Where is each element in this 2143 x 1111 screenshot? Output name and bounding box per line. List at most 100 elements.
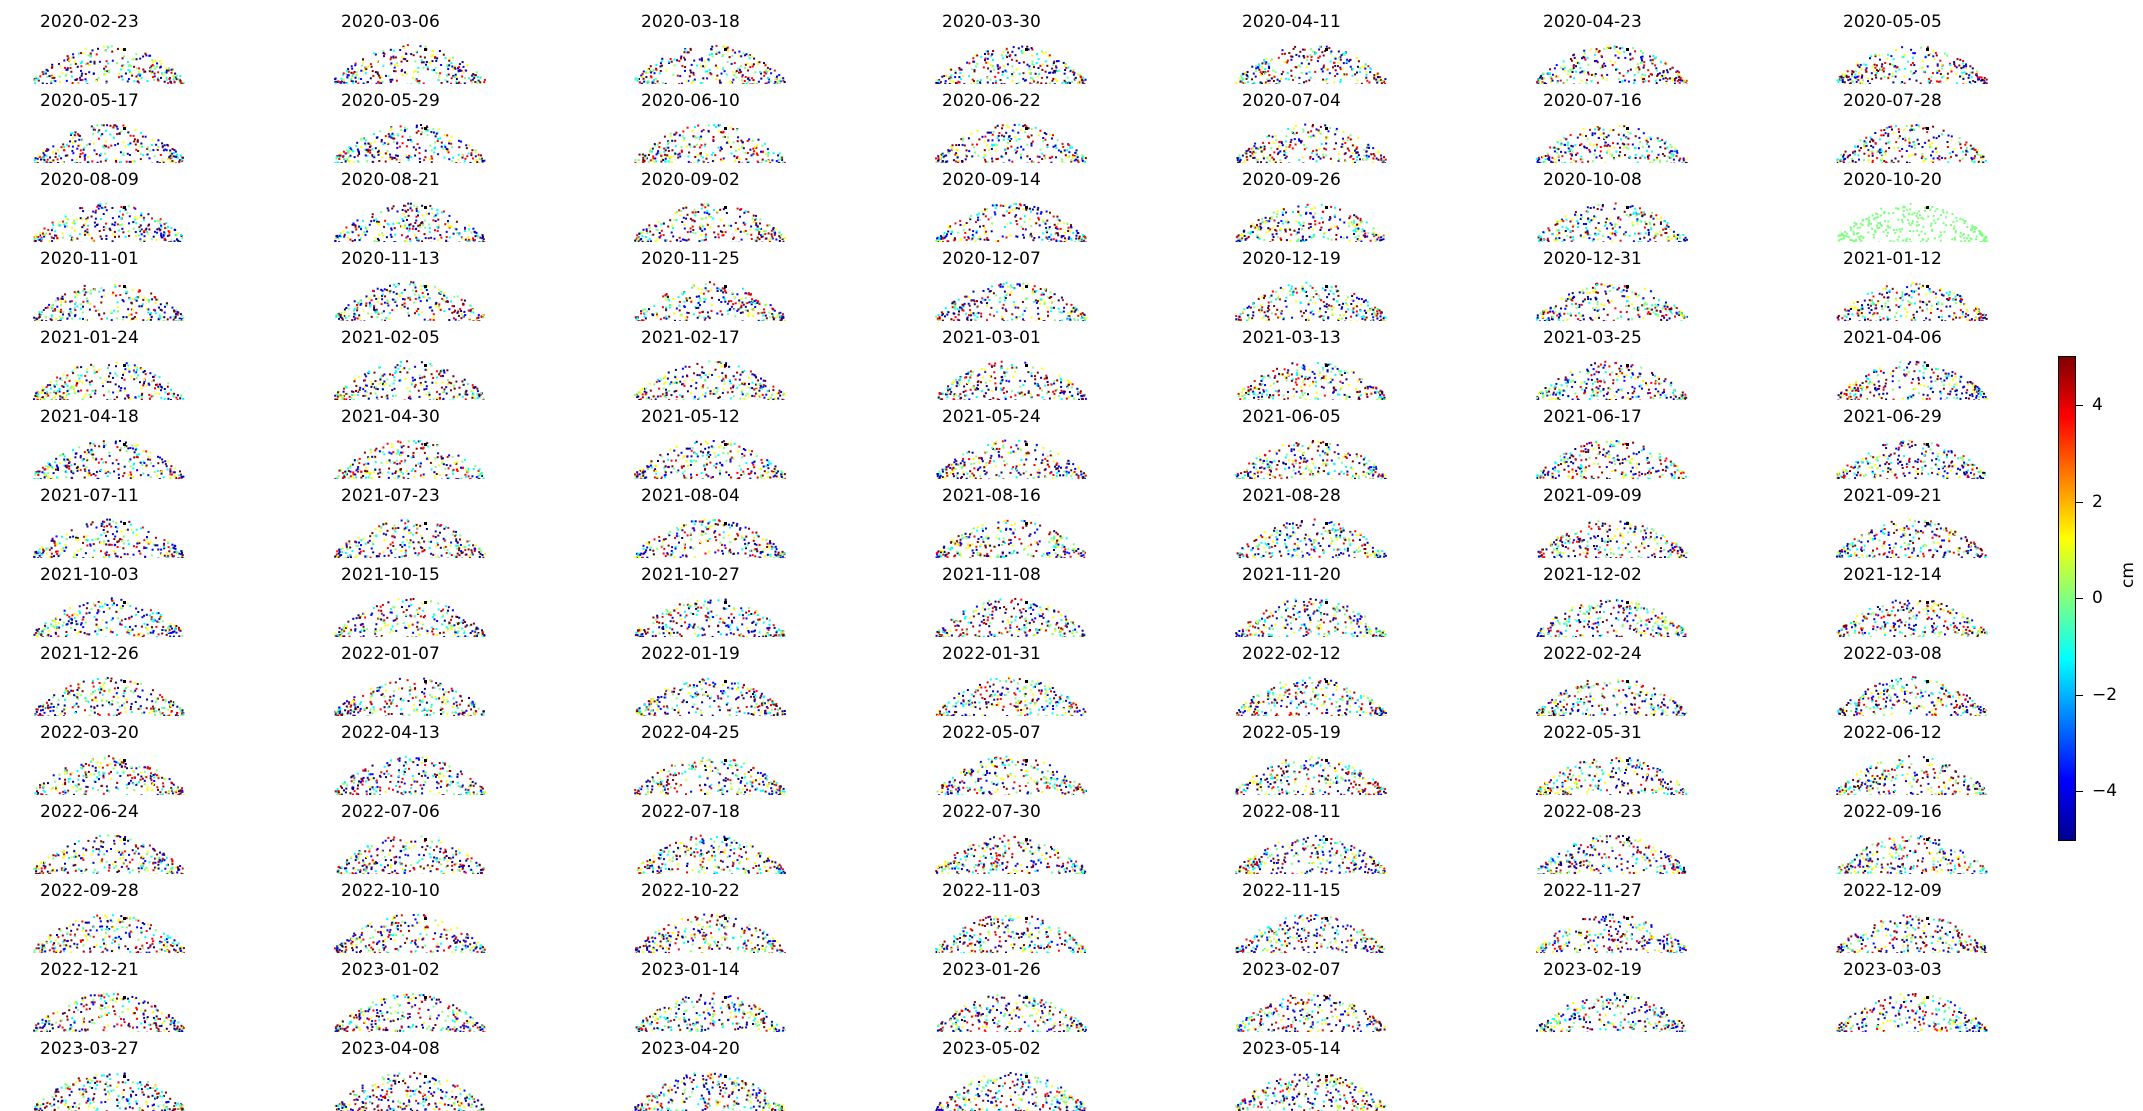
displacement-point: [1305, 239, 1307, 241]
displacement-point: [1254, 157, 1256, 159]
displacement-point: [767, 148, 769, 150]
displacement-point: [1558, 155, 1560, 157]
displacement-point: [432, 50, 434, 52]
displacement-point: [83, 147, 85, 149]
displacement-point: [475, 160, 477, 162]
displacement-point: [697, 161, 699, 163]
displacement-point: [1376, 82, 1378, 84]
displacement-point: [1608, 46, 1610, 48]
displacement-point: [362, 58, 364, 60]
displacement-point: [170, 241, 172, 242]
displacement-point: [405, 155, 407, 157]
displacement-point: [1027, 64, 1029, 66]
displacement-point: [137, 80, 139, 82]
displacement-point: [1579, 134, 1581, 136]
displacement-point: [454, 65, 456, 67]
displacement-point: [153, 79, 155, 81]
displacement-point: [118, 76, 120, 78]
displacement-point: [1030, 225, 1032, 227]
displacement-point: [112, 217, 114, 219]
displacement-point: [1285, 212, 1287, 214]
displacement-point: [1365, 74, 1367, 76]
displacement-point: [80, 70, 82, 72]
displacement-point: [1923, 159, 1925, 161]
displacement-point: [970, 133, 972, 135]
displacement-point: [1246, 156, 1248, 158]
displacement-point: [112, 126, 114, 128]
displacement-point: [1899, 150, 1901, 152]
displacement-point: [347, 151, 349, 153]
displacement-point: [754, 82, 756, 84]
displacement-point: [1613, 147, 1615, 149]
displacement-point: [997, 125, 999, 127]
displacement-point: [1282, 144, 1284, 146]
displacement-point: [62, 221, 64, 223]
displacement-point: [674, 153, 676, 155]
displacement-point: [44, 154, 46, 156]
displacement-point: [1984, 77, 1986, 79]
displacement-point: [439, 137, 441, 139]
displacement-point: [1861, 68, 1863, 70]
displacement-point: [369, 149, 371, 151]
displacement-point: [1305, 80, 1307, 82]
displacement-point: [776, 160, 778, 162]
displacement-point: [1356, 146, 1358, 148]
displacement-point: [711, 154, 713, 156]
displacement-point: [757, 63, 759, 65]
panel-title: 2020-06-10: [641, 91, 740, 111]
displacement-point: [998, 135, 1000, 137]
displacement-point: [108, 70, 110, 72]
displacement-point: [91, 237, 93, 239]
displacement-point: [654, 83, 656, 84]
displacement-point: [1237, 162, 1239, 163]
displacement-point: [1542, 156, 1544, 158]
displacement-point: [44, 228, 46, 230]
displacement-point: [1359, 67, 1361, 69]
displacement-point: [680, 210, 682, 212]
displacement-point: [452, 157, 454, 159]
displacement-point: [976, 232, 978, 234]
displacement-point: [708, 124, 710, 126]
displacement-point: [1568, 151, 1570, 153]
displacement-point: [151, 144, 153, 146]
displacement-point: [1609, 153, 1611, 155]
displacement-point: [1592, 160, 1594, 162]
displacement-map: [920, 38, 1095, 84]
displacement-point: [1266, 162, 1268, 163]
displacement-point: [691, 64, 693, 66]
displacement-point: [335, 82, 337, 84]
displacement-point: [1884, 76, 1886, 78]
displacement-point: [1294, 133, 1296, 135]
displacement-point: [1665, 63, 1667, 65]
panel-title: 2020-05-05: [1843, 12, 1942, 32]
displacement-point: [1263, 157, 1265, 159]
displacement-point: [1001, 156, 1003, 158]
displacement-point: [1979, 76, 1981, 78]
displacement-point: [1295, 66, 1297, 68]
displacement-point: [416, 132, 418, 134]
displacement-point: [129, 64, 131, 66]
panel-title: 2020-08-21: [341, 170, 440, 190]
displacement-point: [1612, 129, 1614, 131]
displacement-point: [1257, 159, 1259, 161]
displacement-point: [149, 150, 151, 152]
displacement-point: [1310, 77, 1312, 79]
displacement-point: [80, 79, 82, 81]
displacement-point: [1057, 223, 1059, 225]
displacement-point: [692, 72, 694, 74]
displacement-point: [1326, 84, 1328, 85]
panel-title: 2020-03-06: [341, 12, 440, 32]
displacement-point: [1864, 147, 1866, 149]
displacement-point: [679, 134, 681, 136]
displacement-point: [751, 154, 753, 156]
displacement-point: [410, 207, 412, 209]
displacement-point: [1865, 142, 1867, 144]
displacement-point: [50, 162, 52, 163]
displacement-point: [1891, 129, 1893, 131]
displacement-point: [1031, 54, 1033, 56]
displacement-point: [133, 135, 135, 137]
displacement-point: [378, 75, 380, 77]
displacement-point: [1262, 221, 1264, 223]
displacement-point: [147, 154, 149, 156]
displacement-point: [960, 224, 962, 226]
